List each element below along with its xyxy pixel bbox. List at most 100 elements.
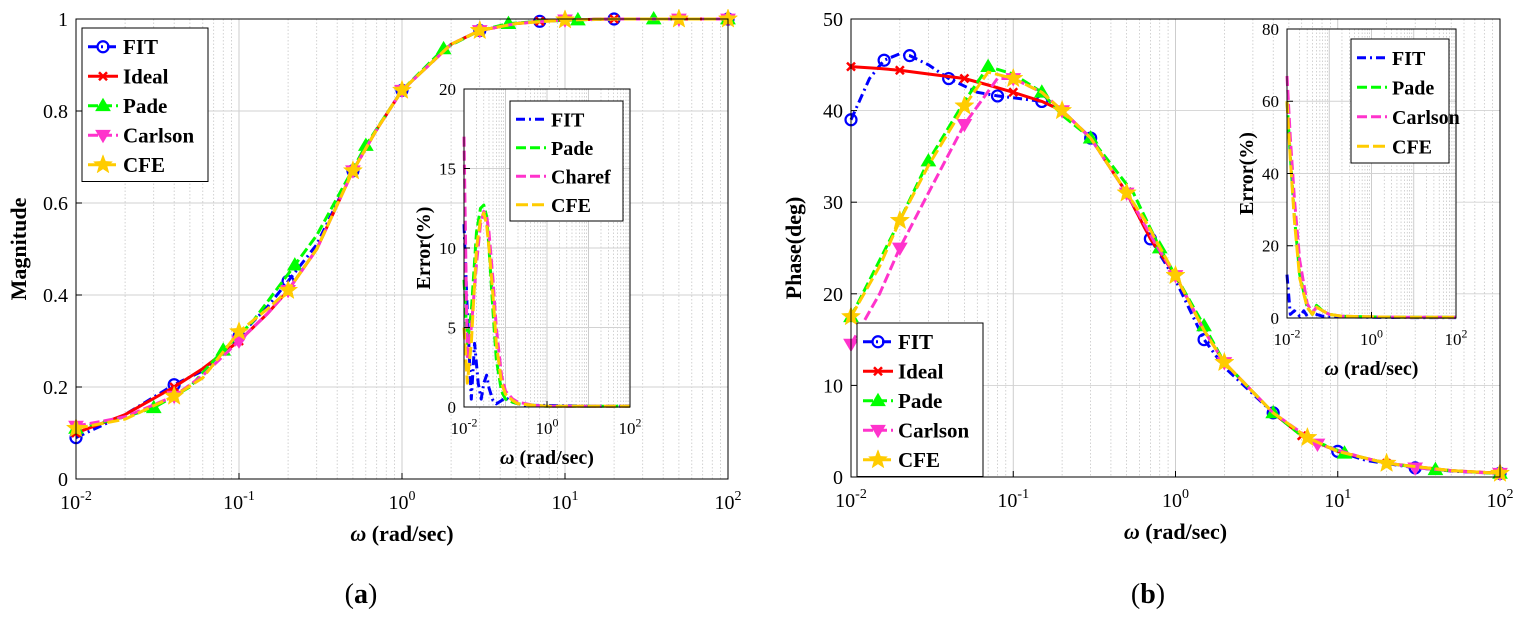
legend-item-cfe: CFE: [1357, 136, 1432, 158]
x-tick-label: 10-1: [997, 487, 1029, 512]
legend-box: [509, 100, 624, 222]
legend-item-pade: Pade: [516, 138, 593, 160]
legend-label-pade: Pade: [898, 389, 942, 413]
series-cfe-marker-star: [1003, 67, 1024, 88]
series-ideal-marker-x: [894, 65, 905, 76]
y-tick-label: 5: [448, 318, 457, 337]
legend-item-cfe: CFE: [516, 195, 591, 217]
legend-fit-marker-circle: [96, 40, 110, 54]
y-tick-label: 0: [448, 398, 457, 417]
series-cfe-marker-star: [163, 385, 185, 405]
series-line-charef: [462, 136, 630, 408]
legend-label-carlson: Carlson: [898, 419, 969, 443]
y-tick-label: 60: [1262, 92, 1279, 111]
x-tick-label: 100: [1360, 326, 1383, 349]
legend: FIT Ideal Pade Carlson CFE: [856, 322, 984, 477]
series-cfe-marker-star: [1165, 264, 1186, 285]
legend-label-fit: FIT: [898, 330, 933, 354]
legend-label-pade: Pade: [123, 94, 167, 118]
x-tick-label: 100: [536, 415, 559, 438]
legend: FIT Pade Charef CFE: [509, 100, 624, 222]
y-tick-label: 20: [439, 80, 456, 99]
series-ideal-marker-x: [959, 73, 970, 84]
legend-item-pade: Pade: [863, 389, 942, 413]
y-tick-label: 0: [1271, 309, 1280, 328]
series-cfe-marker-star: [342, 160, 364, 180]
series-cfe-marker-star: [1051, 99, 1073, 120]
series-carlson-marker-triangle: [891, 242, 908, 256]
series-pade-marker-triangle: [286, 257, 303, 271]
series-ideal-marker-x: [1008, 87, 1019, 98]
legend: FIT Pade Carlson CFE: [1350, 38, 1460, 164]
legend-item-fit: FIT: [1357, 48, 1426, 70]
legend-carlson-marker-triangle: [95, 129, 111, 144]
legend-box: [1350, 38, 1450, 164]
legend-label-pade: Pade: [551, 138, 593, 160]
legend-label-cfe: CFE: [898, 448, 940, 472]
legend-label-cfe: CFE: [1392, 136, 1432, 158]
legend-label-fit: FIT: [123, 35, 158, 59]
legend-item-carlson: Carlson: [1357, 107, 1460, 129]
legend-label-charef: Charef: [551, 166, 611, 188]
series-fit-marker-circle: [990, 89, 1005, 103]
series-charef: [462, 136, 630, 408]
legend-item-fit: FIT: [88, 35, 158, 59]
legend-carlson-marker-triangle: [870, 424, 886, 439]
legend-item-charef: Charef: [516, 166, 611, 188]
series-cfe-marker-star: [1214, 351, 1235, 372]
y-tick-label: 30: [823, 192, 843, 214]
y-axis-label: Error(%): [1236, 132, 1258, 215]
chart-b-inset: 10-2 100 102 0 20 40 60 80 ω (rad/sec) Error(%) FI…: [1236, 20, 1468, 380]
y-tick-label: 50: [823, 9, 843, 31]
y-tick-label: 80: [1262, 20, 1279, 39]
legend-item-ideal: Ideal: [863, 360, 944, 384]
y-tick-label: 0: [833, 467, 843, 489]
legend-label-pade: Pade: [1392, 77, 1434, 99]
y-axis-label: Error(%): [413, 207, 435, 290]
chart-a-inset: 10-2 100 102 0 5 10 15 20 ω (rad/sec) Error(%) FIT…: [413, 80, 642, 469]
y-tick-label: 0.8: [43, 101, 68, 123]
x-tick-label: 10-2: [835, 487, 867, 512]
y-tick-label: 20: [823, 284, 843, 306]
y-axis-label: Magnitude: [6, 197, 31, 300]
series-fit-marker-circle: [903, 49, 917, 63]
y-tick-label: 0.2: [43, 377, 68, 399]
y-tick-label: 40: [1262, 164, 1279, 183]
legend-item-fit: FIT: [516, 109, 585, 131]
legend-label-carlson: Carlson: [123, 124, 194, 148]
x-tick-label: 102: [619, 415, 642, 438]
x-tick-label: 102: [1487, 487, 1514, 512]
legend-label-cfe: CFE: [551, 195, 591, 217]
x-tick-label: 10-1: [223, 489, 255, 514]
x-tick-label: 100: [1162, 487, 1189, 512]
y-tick-label: 0.4: [43, 285, 68, 307]
x-tick-label: 101: [1324, 487, 1351, 512]
y-tick-label: 10: [439, 239, 456, 258]
legend-label-fit: FIT: [551, 109, 585, 131]
legend-label-ideal: Ideal: [898, 360, 944, 384]
series-cfe-marker-star: [889, 209, 911, 230]
x-axis-label: ω (rad/sec): [1325, 358, 1419, 380]
legend-label-ideal: Ideal: [123, 65, 169, 89]
x-tick-label: 102: [715, 489, 742, 514]
series-line-cfe: [75, 17, 728, 430]
legend-item-pade: Pade: [1357, 77, 1434, 99]
y-tick-label: 40: [823, 101, 843, 123]
series-cfe-marker-star: [1376, 452, 1397, 472]
series-cfe-marker-star: [391, 79, 413, 99]
y-tick-label: 10: [823, 375, 843, 397]
legend-item-fit: FIT: [863, 330, 933, 354]
panel-label-b: (b): [1131, 579, 1165, 610]
y-tick-label: 15: [439, 159, 456, 178]
x-axis-label: ω (rad/sec): [500, 447, 594, 469]
series-cfe-marker-star: [668, 8, 690, 28]
x-tick-label: 101: [552, 489, 579, 514]
y-tick-label: 0.6: [43, 193, 68, 215]
panel-label-a: (a): [345, 579, 378, 610]
legend-item-carlson: Carlson: [88, 124, 194, 148]
x-tick-label: 102: [1445, 326, 1468, 349]
legend-item-carlson: Carlson: [863, 419, 969, 443]
series-fit-marker-circle: [877, 53, 891, 67]
